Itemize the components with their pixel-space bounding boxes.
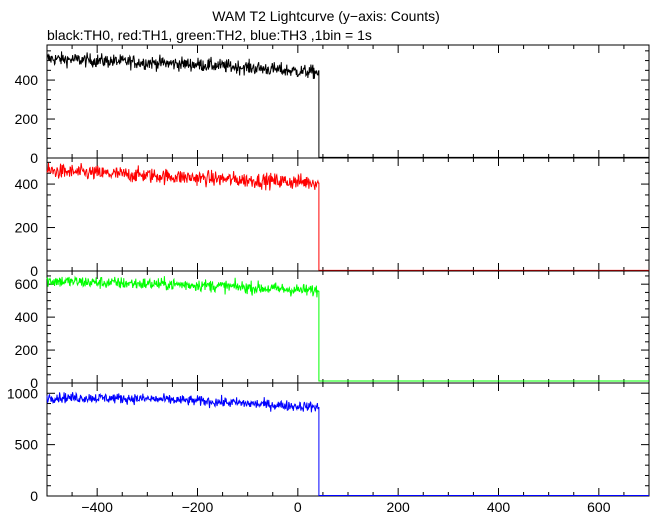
chart-subtitle: black:TH0, red:TH1, green:TH2, blue:TH3 …: [47, 27, 372, 43]
y-tick-label: 0: [30, 375, 38, 391]
x-tick-label: 0: [294, 499, 302, 515]
x-tick-label: 600: [587, 499, 611, 515]
y-tick-label: 0: [30, 150, 38, 166]
series-line-TH3: [46, 391, 649, 496]
y-tick-label: 200: [15, 342, 39, 358]
y-tick-label: 1000: [7, 385, 38, 401]
chart-title: WAM T2 Lightcurve (y−axis: Counts): [212, 8, 440, 24]
y-tick-label: 200: [15, 111, 39, 127]
y-tick-label: 400: [15, 72, 39, 88]
y-tick-label: 500: [15, 437, 39, 453]
series-line-TH1: [46, 162, 649, 271]
x-tick-label: 200: [386, 499, 410, 515]
y-tick-label: 200: [15, 220, 39, 236]
y-tick-label: 0: [30, 488, 38, 504]
y-tick-label: 400: [15, 309, 39, 325]
series-line-TH2: [46, 275, 649, 382]
y-tick-label: 400: [15, 176, 39, 192]
series-line-TH0: [46, 51, 649, 158]
y-tick-label: 0: [30, 263, 38, 279]
y-tick-label: 600: [15, 276, 39, 292]
x-tick-label: −200: [182, 499, 214, 515]
panel-frame-TH0: [46, 44, 650, 159]
x-tick-label: 400: [487, 499, 511, 515]
panel-frame-TH1: [46, 157, 650, 272]
x-tick-label: −400: [81, 499, 113, 515]
